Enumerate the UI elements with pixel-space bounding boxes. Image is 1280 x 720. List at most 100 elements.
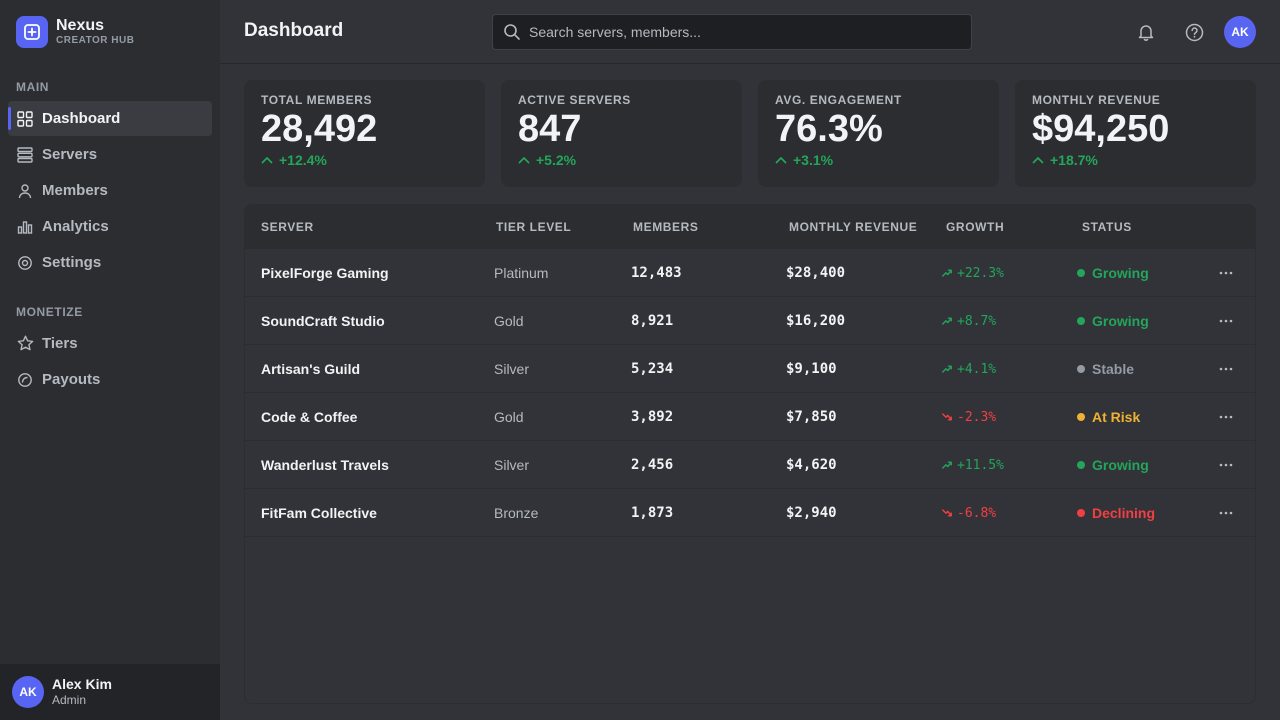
search-input[interactable] bbox=[529, 24, 949, 40]
more-options-button[interactable] bbox=[1215, 489, 1237, 537]
column-header-tier[interactable]: TIER LEVEL bbox=[496, 220, 572, 234]
sidebar-item-tiers[interactable]: Tiers bbox=[8, 326, 212, 361]
table-row[interactable]: Code & Coffee Gold 3,892 $7,850 -2.3% At Risk bbox=[245, 393, 1255, 441]
gear-icon bbox=[16, 254, 34, 272]
status-badge: Stable bbox=[1077, 345, 1134, 393]
sidebar-item-analytics[interactable]: Analytics bbox=[8, 209, 212, 244]
trend-up-icon bbox=[942, 269, 952, 277]
stat-value: 847 bbox=[518, 108, 582, 150]
cell-tier: Bronze bbox=[494, 505, 539, 521]
help-icon[interactable] bbox=[1182, 20, 1206, 44]
server-icon bbox=[16, 146, 34, 164]
status-badge: Growing bbox=[1077, 249, 1149, 297]
user-role: Admin bbox=[52, 693, 87, 707]
stat-change: +12.4% bbox=[261, 152, 468, 168]
payout-icon bbox=[16, 371, 34, 389]
cell-server[interactable]: PixelForge Gaming bbox=[261, 265, 389, 281]
user-icon bbox=[16, 182, 34, 200]
arrow-up-icon bbox=[775, 157, 787, 164]
trend-down-icon bbox=[942, 413, 952, 421]
sidebar-item-dashboard[interactable]: Dashboard bbox=[8, 101, 212, 136]
sidebar-item-label: Dashboard bbox=[42, 110, 121, 127]
brand-subtitle: CREATOR HUB bbox=[56, 34, 135, 46]
column-header-revenue[interactable]: MONTHLY REVENUE bbox=[789, 220, 918, 234]
more-options-button[interactable] bbox=[1215, 297, 1237, 345]
status-badge: At Risk bbox=[1077, 393, 1140, 441]
cell-tier: Gold bbox=[494, 409, 524, 425]
status-dot bbox=[1077, 509, 1085, 517]
stat-card-monthly-revenue: MONTHLY REVENUE $94,250 +18.7% bbox=[1015, 80, 1256, 187]
cell-growth: +22.3% bbox=[942, 249, 1004, 297]
search-bar[interactable] bbox=[492, 14, 972, 50]
stat-value: $94,250 bbox=[1032, 108, 1170, 150]
more-options-button[interactable] bbox=[1215, 345, 1237, 393]
more-options-button[interactable] bbox=[1215, 249, 1237, 297]
cell-server[interactable]: Code & Coffee bbox=[261, 409, 358, 425]
cell-revenue: $2,940 bbox=[786, 505, 837, 521]
arrow-up-icon bbox=[1032, 157, 1044, 164]
table-row[interactable]: FitFam Collective Bronze 1,873 $2,940 -6.8% D… bbox=[245, 489, 1255, 537]
cell-revenue: $7,850 bbox=[786, 409, 837, 425]
star-icon bbox=[16, 335, 34, 353]
column-header-status[interactable]: STATUS bbox=[1082, 220, 1132, 234]
cell-tier: Platinum bbox=[494, 265, 549, 281]
stat-change: +18.7% bbox=[1032, 152, 1239, 168]
more-options-button[interactable] bbox=[1215, 393, 1237, 441]
brand-logo bbox=[16, 16, 48, 48]
avatar: AK bbox=[12, 676, 44, 708]
table-row[interactable]: Artisan's Guild Silver 5,234 $9,100 +4.1% Sta… bbox=[245, 345, 1255, 393]
trend-up-icon bbox=[942, 461, 952, 469]
cell-members: 12,483 bbox=[631, 265, 682, 281]
top-header: Dashboard AK bbox=[220, 0, 1280, 64]
more-options-button[interactable] bbox=[1215, 441, 1237, 489]
arrow-up-icon bbox=[261, 157, 273, 164]
status-dot bbox=[1077, 461, 1085, 469]
trend-down-icon bbox=[942, 509, 952, 517]
stat-change: +3.1% bbox=[775, 152, 982, 168]
column-header-server[interactable]: SERVER bbox=[261, 220, 314, 234]
cell-members: 2,456 bbox=[631, 457, 674, 473]
cell-tier: Silver bbox=[494, 361, 530, 377]
sidebar-item-label: Analytics bbox=[42, 218, 109, 235]
cell-members: 3,892 bbox=[631, 409, 674, 425]
user-name: Alex Kim bbox=[52, 676, 112, 692]
table-row[interactable]: Wanderlust Travels Silver 2,456 $4,620 +11.5… bbox=[245, 441, 1255, 489]
arrow-up-icon bbox=[518, 157, 530, 164]
sidebar-item-payouts[interactable]: Payouts bbox=[8, 362, 212, 397]
cell-server[interactable]: FitFam Collective bbox=[261, 505, 377, 521]
sidebar-item-settings[interactable]: Settings bbox=[8, 245, 212, 280]
status-dot bbox=[1077, 317, 1085, 325]
more-horizontal-icon bbox=[1219, 367, 1233, 371]
sidebar-item-label: Members bbox=[42, 182, 108, 199]
stat-label: TOTAL MEMBERS bbox=[261, 93, 373, 107]
status-dot bbox=[1077, 365, 1085, 373]
stat-value: 28,492 bbox=[261, 108, 378, 150]
cell-server[interactable]: SoundCraft Studio bbox=[261, 313, 385, 329]
sidebar-item-members[interactable]: Members bbox=[8, 173, 212, 208]
stat-label: AVG. ENGAGEMENT bbox=[775, 93, 902, 107]
cell-server[interactable]: Wanderlust Travels bbox=[261, 457, 389, 473]
user-panel[interactable]: AK Alex Kim Admin bbox=[0, 664, 220, 720]
cell-server[interactable]: Artisan's Guild bbox=[261, 361, 361, 377]
cell-growth: -2.3% bbox=[942, 393, 996, 441]
cell-members: 5,234 bbox=[631, 361, 674, 377]
sidebar-item-servers[interactable]: Servers bbox=[8, 137, 212, 172]
more-horizontal-icon bbox=[1219, 463, 1233, 467]
bell-icon[interactable] bbox=[1134, 20, 1158, 44]
table-row[interactable]: PixelForge Gaming Platinum 12,483 $28,400 +2… bbox=[245, 249, 1255, 297]
header-avatar[interactable]: AK bbox=[1224, 16, 1256, 48]
column-header-members[interactable]: MEMBERS bbox=[633, 220, 699, 234]
sidebar: Nexus CREATOR HUB MAIN Dashboard Servers… bbox=[0, 0, 220, 720]
table-row[interactable]: SoundCraft Studio Gold 8,921 $16,200 +8.7% Gr… bbox=[245, 297, 1255, 345]
status-badge: Declining bbox=[1077, 489, 1155, 537]
cell-revenue: $9,100 bbox=[786, 361, 837, 377]
column-header-growth[interactable]: GROWTH bbox=[946, 220, 1005, 234]
sidebar-item-label: Tiers bbox=[42, 335, 78, 352]
cell-revenue: $4,620 bbox=[786, 457, 837, 473]
cell-growth: +4.1% bbox=[942, 345, 996, 393]
stat-label: MONTHLY REVENUE bbox=[1032, 93, 1161, 107]
trend-up-icon bbox=[942, 365, 952, 373]
servers-table: SERVER TIER LEVEL MEMBERS MONTHLY REVENU… bbox=[244, 204, 1256, 704]
brand[interactable]: Nexus CREATOR HUB bbox=[16, 16, 134, 48]
bar-chart-icon bbox=[16, 218, 34, 236]
